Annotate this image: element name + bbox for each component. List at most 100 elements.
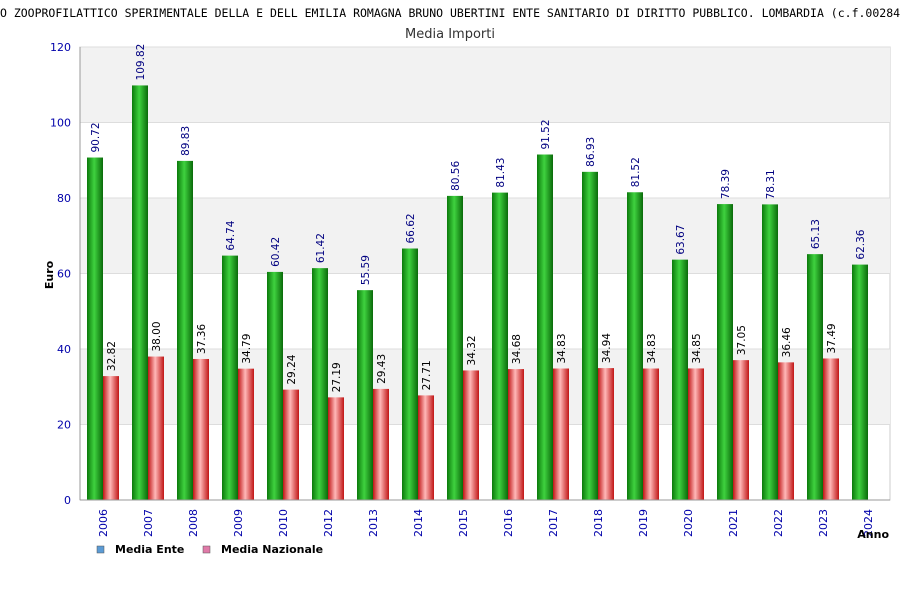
bar-media-nazionale <box>373 388 389 500</box>
x-tick-label: 2016 <box>502 509 515 537</box>
data-label-media-nazionale: 34.83 <box>646 333 658 363</box>
bars <box>87 85 868 501</box>
data-label-media-ente: 60.42 <box>270 237 282 267</box>
bar-media-ente <box>807 254 823 500</box>
bar-media-ente <box>492 192 508 500</box>
data-label-media-ente: 55.59 <box>360 255 372 285</box>
bar-media-ente <box>87 157 103 501</box>
x-tick-label: 2009 <box>232 509 245 537</box>
x-tick-label: 2017 <box>547 509 560 537</box>
bar-media-ente <box>537 154 553 500</box>
data-label-media-ente: 65.13 <box>810 219 822 249</box>
y-tick-label: 100 <box>50 117 71 130</box>
data-label-media-nazionale: 29.43 <box>376 354 388 384</box>
data-label-media-ente: 80.56 <box>450 161 462 191</box>
data-label-media-ente: 78.39 <box>720 169 732 199</box>
data-label-media-ente: 66.62 <box>405 213 417 243</box>
bar-media-nazionale <box>418 395 434 500</box>
x-tick-label: 2020 <box>682 509 695 537</box>
data-label-media-ente: 89.83 <box>180 126 192 156</box>
x-tick-label: 2007 <box>142 509 155 537</box>
data-label-media-ente: 81.52 <box>630 157 642 187</box>
data-label-media-nazionale: 34.85 <box>691 333 703 363</box>
data-label-media-nazionale: 34.79 <box>241 334 253 364</box>
bar-media-ente <box>672 259 688 500</box>
bar-media-ente <box>177 160 193 500</box>
bar-media-nazionale <box>148 356 164 500</box>
data-label-media-nazionale: 34.32 <box>466 335 478 365</box>
bar-media-nazionale <box>463 370 479 500</box>
y-axis-label: Euro <box>43 260 56 289</box>
bar-media-ente <box>222 255 238 500</box>
x-tick-label: 2022 <box>772 509 785 537</box>
bar-media-nazionale <box>688 368 704 500</box>
legend: Media Ente Media Nazionale <box>96 543 323 556</box>
data-label-media-nazionale: 27.19 <box>331 362 343 392</box>
x-tick-label: 2023 <box>817 509 830 537</box>
x-axis: 2006 2007 2008 2009 2010 2012 2013 2014 2015 2016… <box>80 499 890 537</box>
bar-media-ente <box>762 204 778 500</box>
y-tick-label: 120 <box>50 41 71 54</box>
plot-band <box>80 198 890 274</box>
data-label-media-nazionale: 37.05 <box>736 325 748 355</box>
bar-media-ente <box>852 264 868 500</box>
bar-media-ente <box>582 171 598 501</box>
chart-header-title: O ZOOPROFILATTICO SPERIMENTALE DELLA E D… <box>0 6 900 20</box>
bar-media-ente <box>447 195 463 501</box>
y-tick-label: 60 <box>57 268 71 281</box>
bar-media-nazionale <box>598 368 614 500</box>
x-axis-label: Anno <box>857 528 889 541</box>
bar-media-nazionale <box>283 389 299 500</box>
data-label-media-ente: 62.36 <box>855 229 867 259</box>
x-tick-label: 2015 <box>457 509 470 537</box>
x-tick-label: 2008 <box>187 509 200 537</box>
data-label-media-nazionale: 34.83 <box>556 333 568 363</box>
data-label-media-nazionale: 32.82 <box>106 341 118 371</box>
bar-media-nazionale <box>508 369 524 500</box>
x-tick-label: 2010 <box>277 509 290 537</box>
data-label-media-ente: 90.72 <box>90 122 102 152</box>
bar-media-ente <box>402 248 418 500</box>
data-label-media-ente: 78.31 <box>765 169 777 199</box>
bar-media-ente <box>717 204 733 500</box>
bar-media-ente <box>357 290 373 500</box>
bar-media-ente <box>312 268 328 500</box>
data-label-media-nazionale: 37.49 <box>826 323 838 353</box>
y-tick-label: 40 <box>57 343 71 356</box>
x-tick-label: 2024 <box>862 509 875 537</box>
data-label-media-ente: 91.52 <box>540 119 552 149</box>
bar-media-nazionale <box>778 362 794 500</box>
bar-media-nazionale <box>823 358 839 500</box>
x-tick-label: 2012 <box>322 509 335 537</box>
y-tick-label: 20 <box>57 419 71 432</box>
bar-media-nazionale <box>103 376 119 500</box>
x-tick-label: 2018 <box>592 509 605 537</box>
y-tick-label: 0 <box>64 494 71 507</box>
x-tick-label: 2013 <box>367 509 380 537</box>
bar-media-nazionale <box>238 368 254 500</box>
x-tick-label: 2021 <box>727 509 740 537</box>
data-label-media-ente: 63.67 <box>675 225 687 255</box>
data-label-media-ente: 81.43 <box>495 158 507 188</box>
x-tick-label: 2014 <box>412 509 425 537</box>
bar-media-nazionale <box>193 358 209 500</box>
legend-label-media-nazionale: Media Nazionale <box>221 543 323 556</box>
chart-subtitle: Media Importi <box>405 27 495 42</box>
plot-band <box>80 47 890 123</box>
plot-band <box>80 349 890 425</box>
data-label-media-ente: 109.82 <box>135 44 147 81</box>
legend-swatch-media-nazionale <box>202 545 211 554</box>
x-tick-label: 2006 <box>97 509 110 537</box>
bar-media-nazionale <box>328 397 344 500</box>
legend-label-media-ente: Media Ente <box>115 543 184 556</box>
data-label-media-ente: 86.93 <box>585 137 597 167</box>
bar-media-ente <box>267 271 283 500</box>
data-label-media-nazionale: 34.94 <box>601 333 613 363</box>
data-label-media-nazionale: 27.71 <box>421 360 433 390</box>
data-label-media-nazionale: 38.00 <box>151 321 163 351</box>
bar-media-nazionale <box>733 360 749 500</box>
data-label-media-ente: 64.74 <box>225 220 237 250</box>
bar-labels: 90.72 32.82 109.82 38.00 89.83 37.36 64.74 34.7… <box>90 44 867 393</box>
bar-media-nazionale <box>553 368 569 500</box>
